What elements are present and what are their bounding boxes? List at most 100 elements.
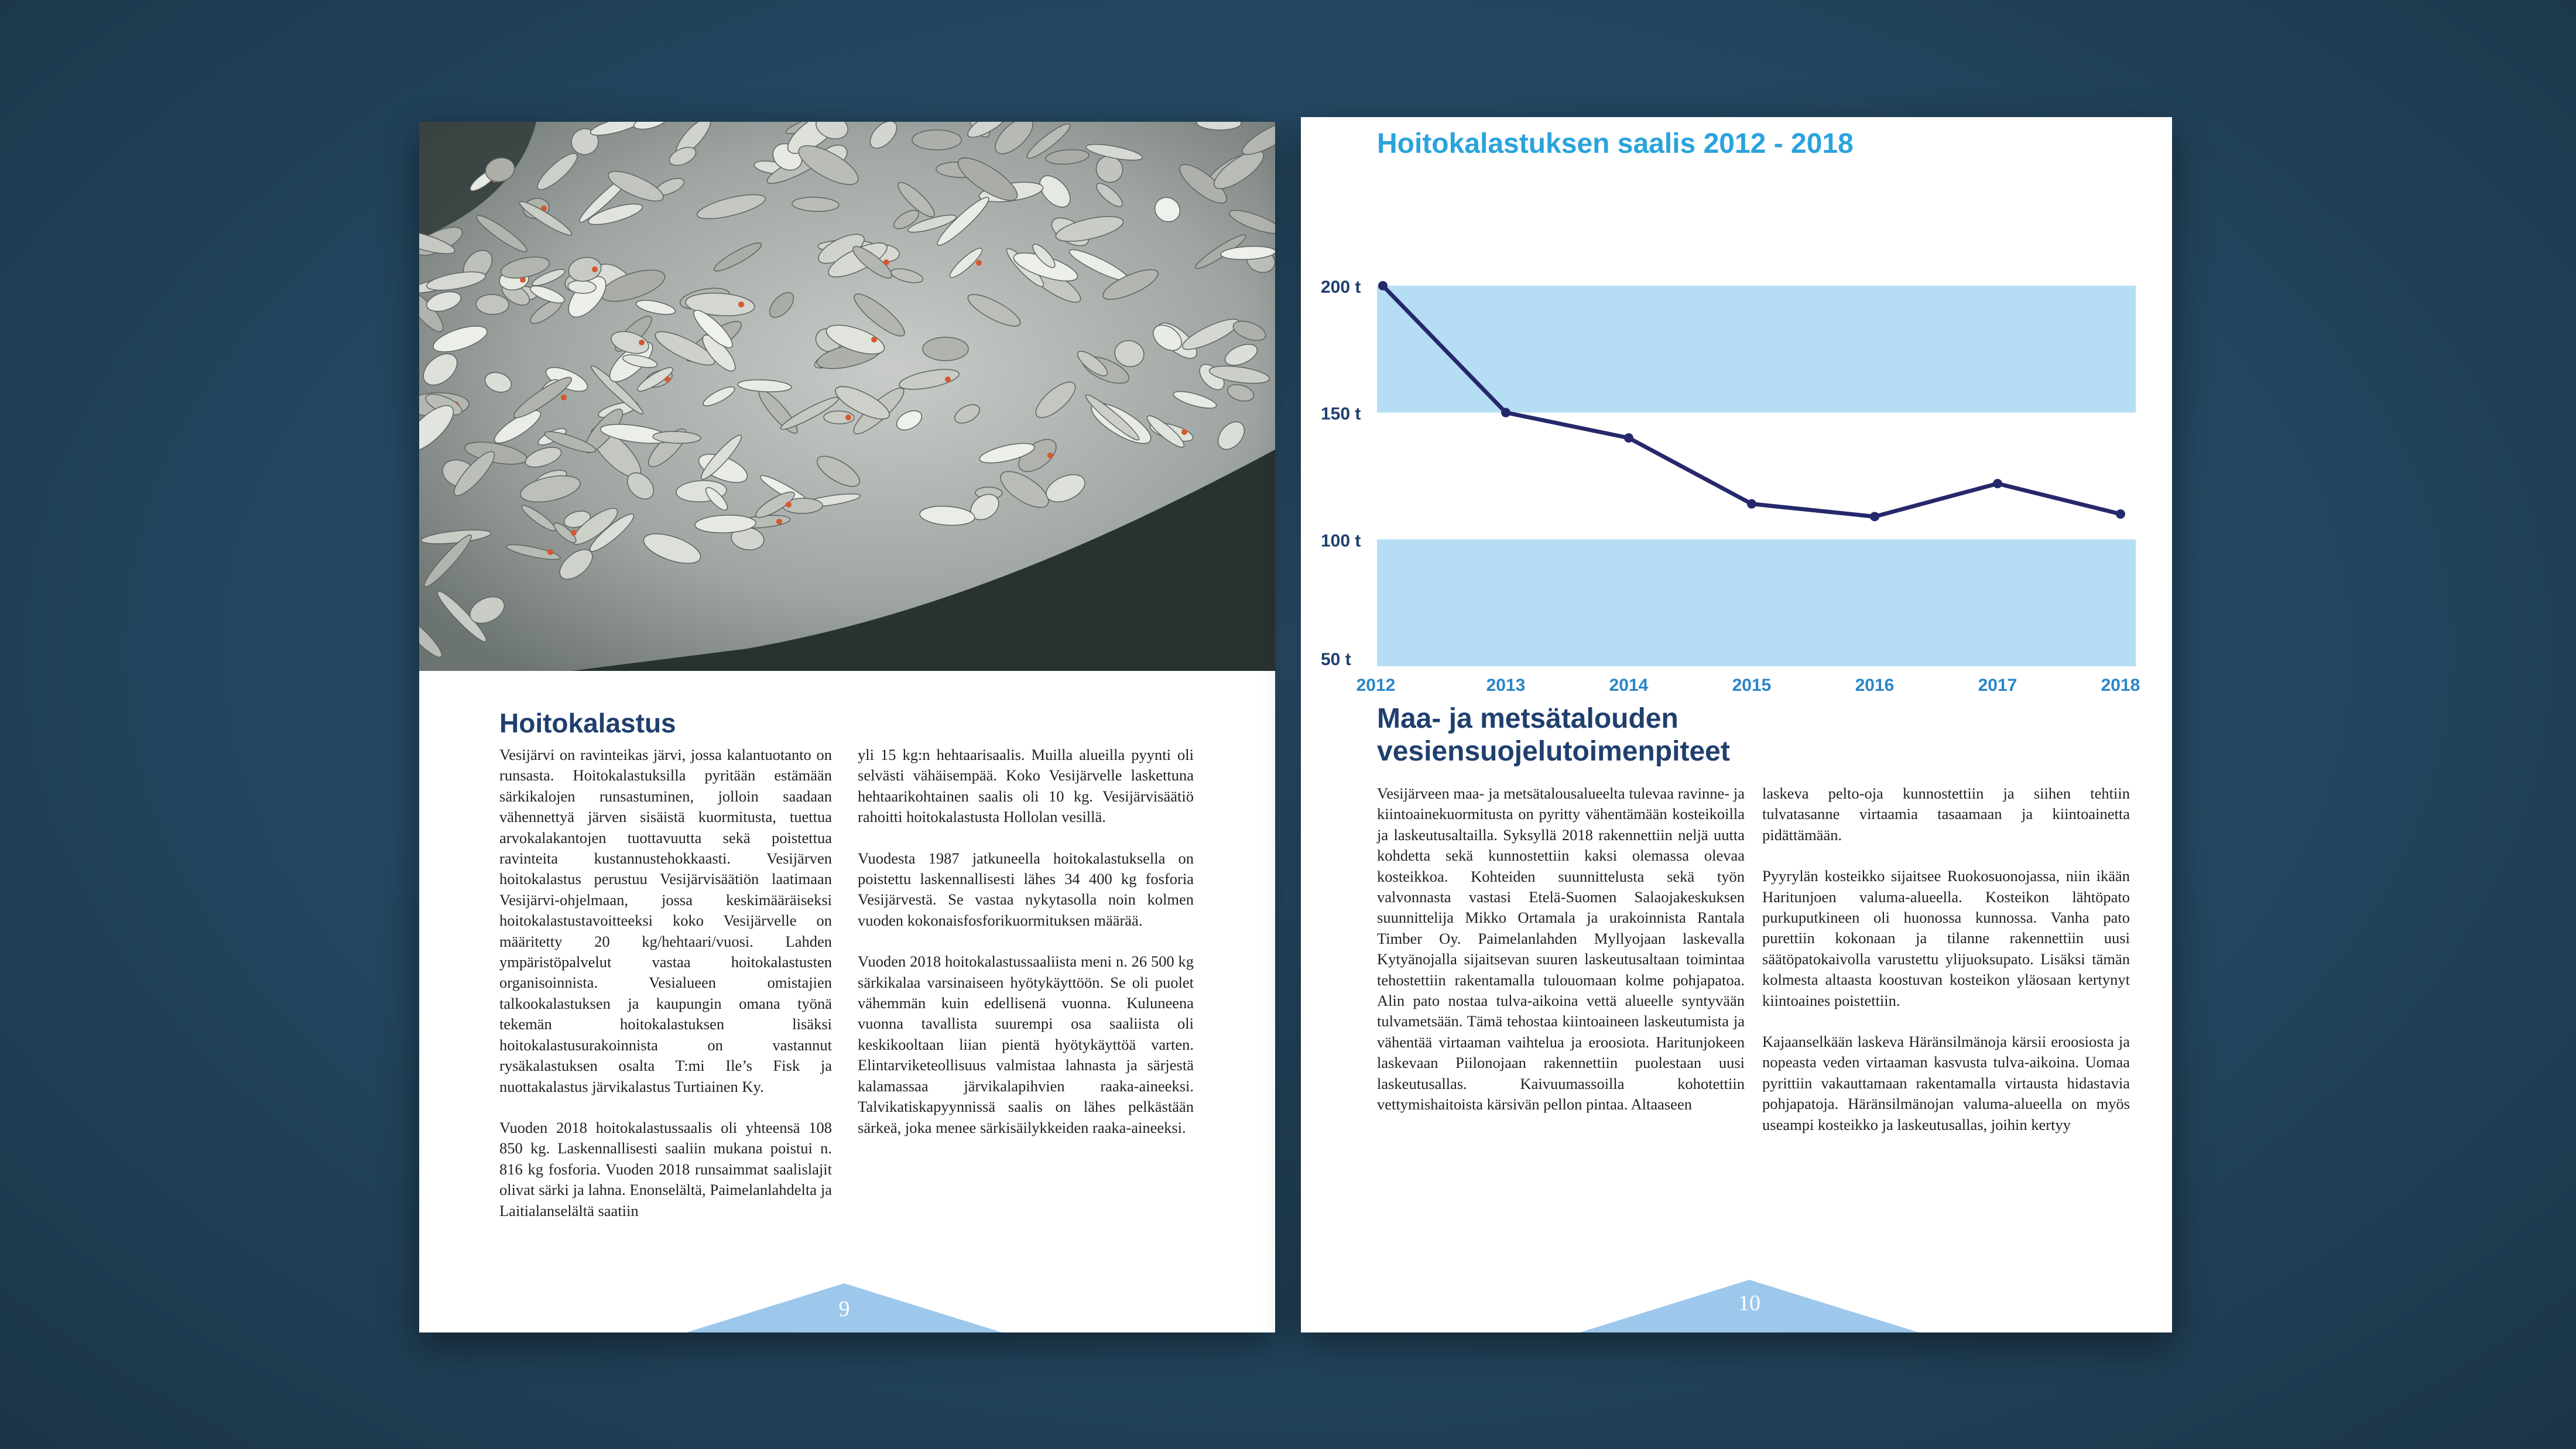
- paragraph: yli 15 kg:n hehtaarisaalis. Muilla aluei…: [858, 746, 1194, 826]
- fish-photo-illustration: [419, 122, 1275, 671]
- y-tick-label: 50 t: [1321, 650, 1351, 669]
- x-tick-label: 2014: [1609, 676, 1649, 695]
- fish-fin-shape: [639, 340, 645, 345]
- fish-shape: [967, 122, 1009, 138]
- fish-shape: [869, 122, 898, 149]
- fish-fin-shape: [776, 519, 782, 525]
- paragraph: Vesijärveen maa- ja metsätalousalueelta …: [1377, 785, 1745, 1114]
- x-tick-label: 2015: [1732, 676, 1772, 695]
- fish-shape: [1173, 391, 1217, 409]
- fish-shape: [485, 157, 515, 183]
- chart-title: Hoitokalastuksen saalis 2012 - 2018: [1377, 128, 1854, 159]
- fish-shape: [737, 379, 792, 393]
- fish-fin-shape: [1047, 453, 1053, 458]
- fish-shape: [423, 353, 458, 386]
- fish-shape: [912, 129, 962, 150]
- fish-shape: [922, 337, 969, 361]
- fish-shape: [954, 404, 980, 424]
- fish-shape: [635, 300, 676, 315]
- fish-shape: [893, 210, 919, 229]
- fish-shape: [475, 294, 509, 315]
- fish-fin-shape: [664, 376, 670, 382]
- right-page: Hoitokalastuksen saalis 2012 - 2018 200 …: [1301, 117, 2172, 1332]
- fish-shape: [1077, 351, 1108, 376]
- right-text-column-1: Vesijärveen maa- ja metsätalousalueelta …: [1377, 783, 1745, 1136]
- fish-shape: [1000, 471, 1049, 508]
- fish-shape: [633, 122, 667, 130]
- fish-shape: [419, 229, 455, 255]
- x-tick-label: 2016: [1855, 676, 1895, 695]
- fish-shape: [705, 487, 728, 511]
- fish-shape: [1214, 150, 1264, 189]
- page-number-tab-2: [1580, 1280, 1919, 1332]
- data-point: [1378, 281, 1388, 290]
- y-tick-label: 150 t: [1321, 405, 1361, 424]
- fish-shape: [587, 203, 643, 225]
- data-point: [1501, 407, 1510, 417]
- fish-shape: [703, 386, 735, 406]
- paragraph: Pyyrylän kosteikko sijaitsee Ruokosuonoj…: [1762, 867, 2130, 1009]
- data-point: [1624, 433, 1633, 443]
- fish-shape: [967, 294, 1021, 327]
- fish-shape: [669, 146, 697, 166]
- fish-shape: [995, 122, 1033, 155]
- fish-shape: [1208, 365, 1270, 384]
- fish-shape: [591, 365, 643, 415]
- paragraph: laskeva pelto-oja kunnostettiin ja siihe…: [1762, 785, 2130, 844]
- fish-shape: [769, 292, 794, 318]
- fish-fin-shape: [871, 337, 877, 342]
- fish-shape: [919, 505, 975, 526]
- paragraph: Kajaanselkään laskeva Häränsilmänoja kär…: [1762, 1033, 2130, 1133]
- page-number-tab: [686, 1283, 1002, 1332]
- section-heading-2: Maa- ja metsätalouden vesiensuojelutoime…: [1377, 703, 1730, 768]
- fish-shape: [433, 326, 488, 352]
- right-text-column-2: laskeva pelto-oja kunnostettiin ja siihe…: [1762, 783, 2130, 1156]
- fish-fin-shape: [976, 260, 982, 266]
- fish-shape: [937, 197, 989, 246]
- fish-shape: [1196, 122, 1242, 131]
- fish-shape: [685, 292, 755, 317]
- fish-shape: [1096, 183, 1123, 207]
- left-text-column-2: yli 15 kg:n hehtaarisaalis. Muilla aluei…: [858, 745, 1194, 1159]
- fish-shape: [787, 122, 842, 154]
- data-point: [1870, 512, 1879, 522]
- section-heading: Hoitokalastus: [499, 708, 676, 738]
- fish-shape: [553, 522, 577, 543]
- fish-shape: [626, 472, 655, 500]
- fish-shape: [1032, 244, 1056, 268]
- fish-shape: [1242, 122, 1275, 155]
- fish-shape: [835, 386, 890, 420]
- page-number-2: 10: [1738, 1291, 1760, 1316]
- fish-shape: [798, 145, 859, 185]
- fish-shape: [590, 122, 643, 136]
- fish-shape: [530, 285, 565, 304]
- fish-shape: [700, 434, 742, 480]
- fish-shape: [1232, 320, 1266, 341]
- fish-fin-shape: [520, 277, 526, 283]
- x-tick-label: 2017: [1978, 676, 2017, 695]
- fish-shape: [655, 331, 715, 366]
- data-point: [1747, 499, 1756, 509]
- fish-shape: [1026, 123, 1071, 159]
- x-tick-label: 2012: [1356, 676, 1396, 695]
- fish-shape: [643, 533, 701, 564]
- fish-fin-shape: [592, 266, 598, 272]
- fish-catch-photo: [419, 122, 1275, 671]
- fish-shape: [563, 511, 591, 528]
- fish-shape: [957, 157, 1018, 201]
- heading-line-2: vesiensuojelutoimenpiteet: [1377, 736, 1730, 767]
- paragraph: Vuoden 2018 hoitokalastussaalis oli yhte…: [499, 1118, 832, 1220]
- fish-shape: [453, 451, 495, 496]
- x-tick-label: 2013: [1486, 676, 1526, 695]
- fish-shape: [852, 246, 892, 279]
- chart-band: [1377, 539, 2136, 666]
- fish-shape: [652, 431, 701, 444]
- fish-shape: [825, 324, 885, 355]
- fish-shape: [755, 491, 795, 518]
- fish-shape: [817, 455, 860, 487]
- fish-shape: [1035, 381, 1076, 419]
- data-point: [2116, 509, 2125, 519]
- paragraph: Vesijärvi on ravinteikas järvi, jossa ka…: [499, 746, 832, 1095]
- fish-shape: [816, 122, 848, 139]
- chart-band: [1377, 286, 2136, 413]
